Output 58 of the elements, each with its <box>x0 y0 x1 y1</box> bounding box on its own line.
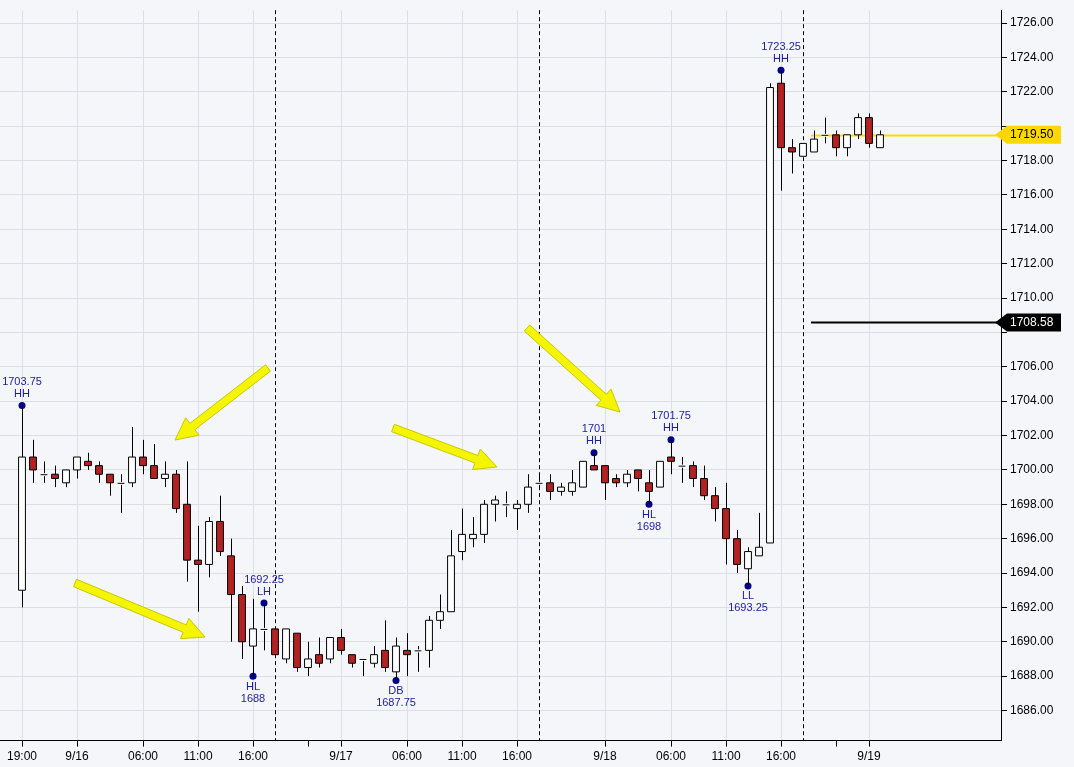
candlestick <box>568 469 576 497</box>
y-tick-label: 1694.00 <box>1010 565 1054 580</box>
y-tick-label: 1698.00 <box>1010 496 1054 511</box>
y-tick-label: 1688.00 <box>1010 668 1054 683</box>
x-tick-label: 06:00 <box>391 749 423 764</box>
annotation: 1701 HH <box>581 422 607 447</box>
y-tick-label: 1710.00 <box>1010 290 1054 305</box>
y-tick-label: 1702.00 <box>1010 427 1054 442</box>
annotation: 1723.25 HH <box>761 39 801 64</box>
y-tick-label: 1706.00 <box>1010 359 1054 374</box>
x-tick-label: 06:00 <box>655 749 687 764</box>
y-tick-label: 1686.00 <box>1010 702 1054 717</box>
candlestick <box>337 628 345 656</box>
x-tick-label: 11:00 <box>447 749 477 764</box>
annotation: LL 1693.25 <box>728 589 768 614</box>
annotation: HL 1688 <box>240 679 266 704</box>
candlestick <box>436 594 444 630</box>
y-tick-label: 1718.00 <box>1010 152 1054 167</box>
y-tick-label: 1692.00 <box>1010 599 1054 614</box>
x-tick-label: 11:00 <box>183 749 213 764</box>
y-tick-label: 1696.00 <box>1010 530 1054 545</box>
candlestick <box>678 456 686 484</box>
x-tick-label: 9/17 <box>329 749 353 764</box>
x-tick-label: 19:00 <box>6 749 38 764</box>
y-tick-label: 1726.00 <box>1010 15 1054 30</box>
x-tick-label: 06:00 <box>127 749 159 764</box>
y-tick-label: 1700.00 <box>1010 462 1054 477</box>
annotation: DB 1687.75 <box>376 683 416 708</box>
annotation: 1701.75 HH <box>651 409 691 434</box>
x-tick-label: 9/18 <box>593 749 617 764</box>
x-tick-label: 9/16 <box>65 749 89 764</box>
y-tick-label: 1704.00 <box>1010 393 1054 408</box>
candlestick <box>414 645 422 673</box>
y-tick-label: 1724.00 <box>1010 49 1054 64</box>
candlestick <box>634 469 642 492</box>
y-tick-label: 1722.00 <box>1010 84 1054 99</box>
y-tick-label: 1714.00 <box>1010 221 1054 236</box>
y-tick-label: 1690.00 <box>1010 634 1054 649</box>
x-tick-label: 16:00 <box>237 749 269 764</box>
y-tick-label: 1712.00 <box>1010 256 1054 270</box>
x-tick-label: 16:00 <box>501 749 533 764</box>
annotation: 1703.75 HH <box>2 375 42 400</box>
candlestick <box>95 460 103 484</box>
candlestick <box>315 636 323 669</box>
candlestick <box>546 473 554 501</box>
x-tick-label: 16:00 <box>765 749 797 764</box>
candlestick <box>689 460 697 488</box>
ref-line-label: 1708.58 <box>1010 314 1054 329</box>
x-tick-label: 9/19 <box>857 749 881 764</box>
annotation: 1692.25 LH <box>244 572 284 597</box>
candlestick <box>150 443 158 480</box>
annotation: HL 1698 <box>636 507 662 532</box>
ref-line-label: 1719.50 <box>1010 127 1054 142</box>
candlestick <box>249 598 257 677</box>
candlestick <box>370 645 378 669</box>
y-tick-label: 1716.00 <box>1010 187 1054 202</box>
x-tick-label: 11:00 <box>711 749 741 764</box>
candlestick <box>645 469 653 505</box>
